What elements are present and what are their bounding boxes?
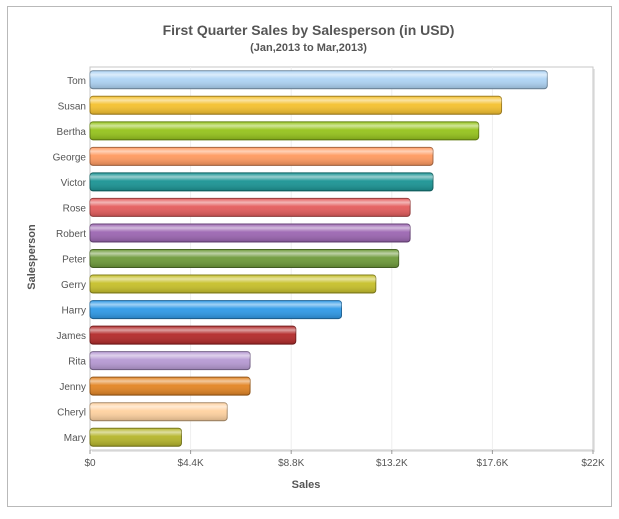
bar-peter[interactable] (89, 249, 400, 268)
bar-gloss (90, 377, 251, 396)
bar-gloss (90, 326, 296, 345)
bar-robert[interactable] (89, 223, 411, 243)
bar-gloss (90, 147, 433, 166)
x-tick-label: $22K (581, 458, 605, 469)
bar-james[interactable] (89, 325, 297, 345)
y-tick-label: Gerry (61, 280, 86, 291)
y-tick-label: Susan (58, 101, 86, 112)
bar-gloss (90, 96, 502, 115)
bar-gloss (90, 223, 411, 242)
bar-susan[interactable] (89, 95, 503, 115)
y-tick-label: Cheryl (57, 408, 86, 419)
chart-title: First Quarter Sales by Salesperson (in U… (162, 22, 455, 38)
x-tick-label: $0 (84, 458, 96, 469)
bar-gloss (90, 198, 411, 217)
y-tick-label: Peter (62, 255, 87, 266)
y-tick-label: Bertha (57, 127, 87, 138)
y-tick-label: Jenny (59, 382, 86, 393)
x-tick-label: $13.2K (376, 458, 408, 469)
bar-gloss (90, 249, 399, 268)
bar-gloss (90, 402, 228, 421)
bar-gloss (90, 300, 342, 319)
bar-gloss (90, 172, 433, 191)
y-tick-label: Victor (61, 178, 87, 189)
x-tick-label: $17.6K (477, 458, 509, 469)
y-axis-title: Salesperson (26, 224, 38, 290)
y-tick-label: Mary (64, 433, 86, 444)
bar-victor[interactable] (89, 172, 434, 192)
y-tick-label: George (53, 152, 87, 163)
bar-rose[interactable] (89, 197, 411, 217)
y-tick-label: Harry (62, 306, 86, 317)
bar-gerry[interactable] (89, 274, 377, 294)
y-tick-label: Rose (63, 203, 87, 214)
x-tick-label: $4.4K (178, 458, 204, 469)
x-tick-label: $8.8K (278, 458, 304, 469)
bar-jenny[interactable] (89, 376, 251, 396)
y-tick-label: James (57, 331, 86, 342)
bar-tom[interactable] (89, 70, 548, 90)
bar-harry[interactable] (89, 300, 342, 320)
y-tick-label: Robert (56, 229, 86, 240)
bar-bertha[interactable] (89, 121, 480, 141)
x-axis-title: Sales (292, 479, 321, 491)
y-tick-label: Tom (67, 76, 86, 87)
bar-george[interactable] (89, 146, 434, 166)
bar-gloss (90, 351, 251, 370)
y-tick-label: Rita (68, 357, 86, 368)
bar-rita[interactable] (89, 351, 251, 371)
bar-mary[interactable] (89, 427, 182, 447)
bar-cheryl[interactable] (89, 402, 228, 422)
bar-gloss (90, 121, 479, 140)
bar-gloss (90, 275, 376, 294)
chart-subtitle: (Jan,2013 to Mar,2013) (250, 42, 367, 54)
bar-gloss (90, 428, 182, 447)
bar-gloss (90, 70, 548, 89)
